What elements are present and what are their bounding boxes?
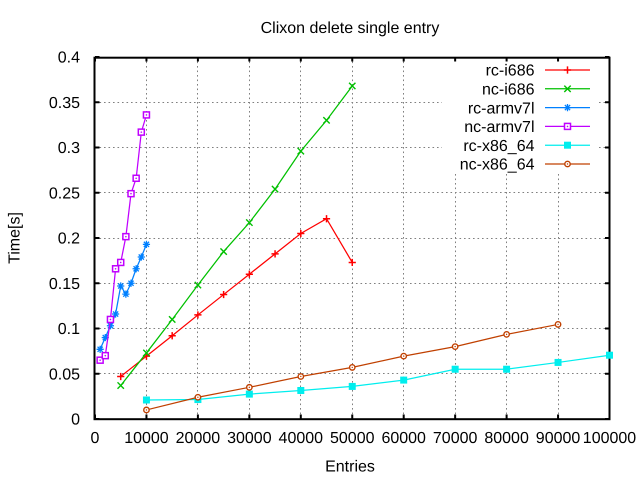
svg-text:70000: 70000 [433, 430, 478, 447]
svg-text:0.35: 0.35 [49, 95, 80, 112]
svg-text:0.05: 0.05 [49, 366, 80, 383]
svg-text:0: 0 [71, 412, 80, 429]
svg-text:Entries: Entries [325, 459, 375, 476]
svg-text:0.15: 0.15 [49, 276, 80, 293]
svg-text:20000: 20000 [176, 430, 221, 447]
svg-text:60000: 60000 [381, 430, 426, 447]
svg-text:rc-armv7l: rc-armv7l [468, 100, 535, 117]
svg-text:80000: 80000 [484, 430, 529, 447]
svg-text:0.4: 0.4 [58, 50, 80, 67]
svg-text:0.25: 0.25 [49, 185, 80, 202]
svg-text:10000: 10000 [124, 430, 169, 447]
svg-text:100000: 100000 [583, 430, 636, 447]
svg-text:nc-armv7l: nc-armv7l [464, 119, 534, 136]
svg-text:90000: 90000 [536, 430, 581, 447]
svg-text:nc-i686: nc-i686 [482, 82, 535, 99]
svg-text:Clixon delete single entry: Clixon delete single entry [261, 20, 440, 37]
svg-text:40000: 40000 [279, 430, 324, 447]
svg-text:Time[s]: Time[s] [7, 212, 24, 264]
svg-text:30000: 30000 [227, 430, 272, 447]
svg-text:rc-i686: rc-i686 [486, 63, 535, 80]
svg-text:0: 0 [91, 430, 100, 447]
svg-text:rc-x86_64: rc-x86_64 [463, 138, 534, 155]
svg-text:0.1: 0.1 [58, 321, 80, 338]
svg-text:0.2: 0.2 [58, 231, 80, 248]
svg-text:0.3: 0.3 [58, 140, 80, 157]
svg-text:nc-x86_64: nc-x86_64 [460, 157, 535, 174]
svg-text:50000: 50000 [330, 430, 375, 447]
